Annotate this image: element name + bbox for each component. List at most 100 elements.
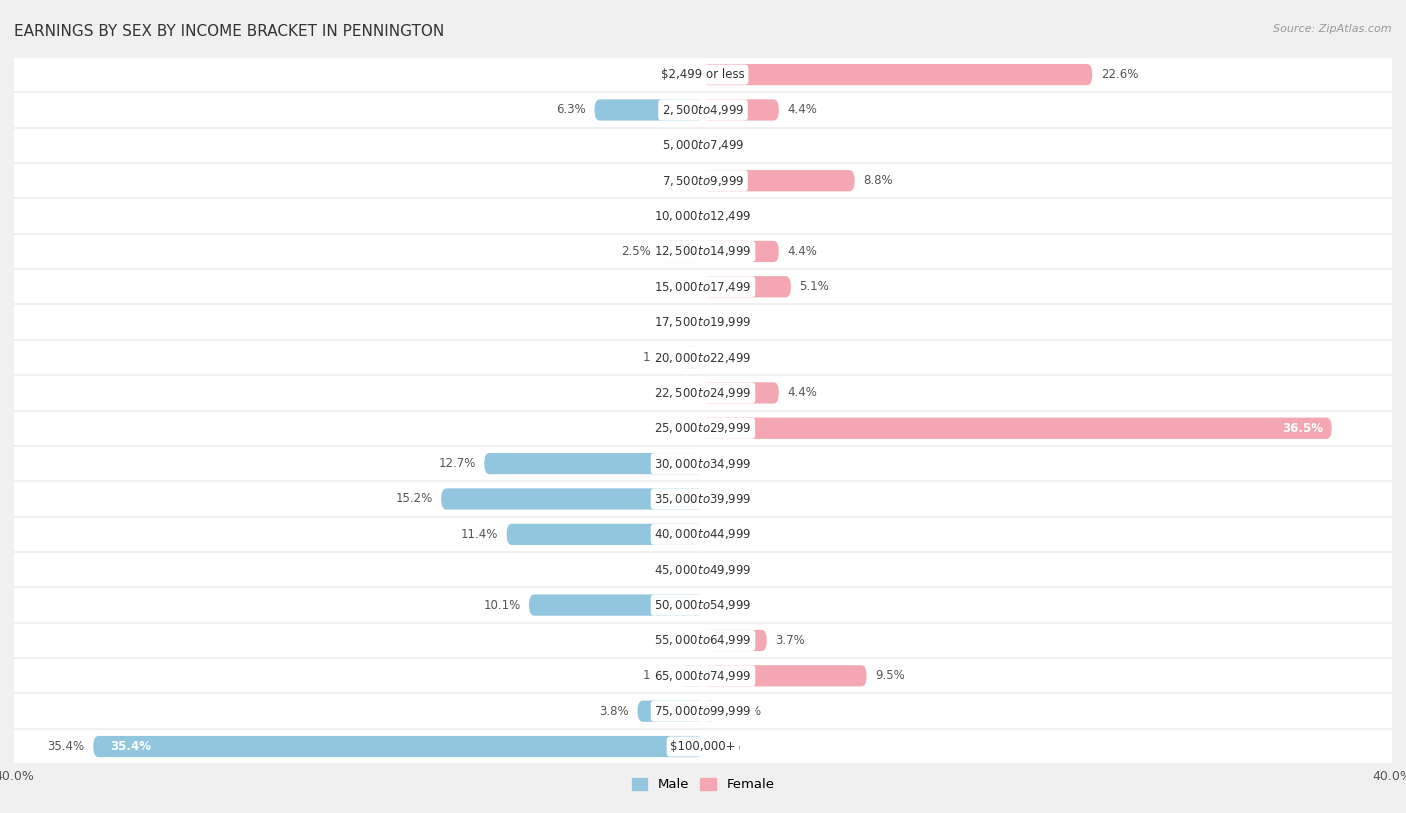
FancyBboxPatch shape [703,701,716,722]
Text: 0.0%: 0.0% [711,563,741,576]
Text: Source: ZipAtlas.com: Source: ZipAtlas.com [1274,24,1392,34]
Text: 0.73%: 0.73% [724,705,761,718]
Text: $55,000 to $64,999: $55,000 to $64,999 [654,633,752,647]
Text: $100,000+: $100,000+ [671,740,735,753]
Text: 4.4%: 4.4% [787,386,817,399]
FancyBboxPatch shape [14,481,1392,517]
FancyBboxPatch shape [14,587,1392,623]
Text: 1.3%: 1.3% [643,351,672,364]
FancyBboxPatch shape [14,340,1392,375]
FancyBboxPatch shape [703,665,866,686]
Text: $65,000 to $74,999: $65,000 to $74,999 [654,669,752,683]
Text: $35,000 to $39,999: $35,000 to $39,999 [654,492,752,506]
FancyBboxPatch shape [529,594,703,615]
Text: $30,000 to $34,999: $30,000 to $34,999 [654,457,752,471]
Text: $2,500 to $4,999: $2,500 to $4,999 [662,103,744,117]
Text: 6.3%: 6.3% [557,103,586,116]
Text: 0.0%: 0.0% [665,386,695,399]
FancyBboxPatch shape [703,418,1331,439]
Text: $75,000 to $99,999: $75,000 to $99,999 [654,704,752,718]
Text: $5,000 to $7,499: $5,000 to $7,499 [662,138,744,152]
Text: 3.8%: 3.8% [599,705,628,718]
Text: $12,500 to $14,999: $12,500 to $14,999 [654,245,752,259]
Text: 0.0%: 0.0% [665,174,695,187]
Text: 0.0%: 0.0% [711,315,741,328]
FancyBboxPatch shape [14,269,1392,304]
FancyBboxPatch shape [14,198,1392,233]
Text: $50,000 to $54,999: $50,000 to $54,999 [654,598,752,612]
Text: 0.0%: 0.0% [665,280,695,293]
Text: $20,000 to $22,499: $20,000 to $22,499 [654,350,752,364]
Text: 0.0%: 0.0% [711,740,741,753]
FancyBboxPatch shape [681,665,703,686]
Text: 4.4%: 4.4% [787,103,817,116]
Text: $22,500 to $24,999: $22,500 to $24,999 [654,386,752,400]
Text: 35.4%: 35.4% [48,740,84,753]
Text: 12.7%: 12.7% [439,457,475,470]
Text: $45,000 to $49,999: $45,000 to $49,999 [654,563,752,576]
FancyBboxPatch shape [703,276,790,298]
Text: 0.0%: 0.0% [665,563,695,576]
FancyBboxPatch shape [637,701,703,722]
FancyBboxPatch shape [659,241,703,262]
FancyBboxPatch shape [14,729,1392,764]
Text: 35.4%: 35.4% [111,740,152,753]
Text: $17,500 to $19,999: $17,500 to $19,999 [654,315,752,329]
FancyBboxPatch shape [703,99,779,120]
FancyBboxPatch shape [506,524,703,545]
FancyBboxPatch shape [14,163,1392,198]
FancyBboxPatch shape [14,659,1392,693]
Text: 11.4%: 11.4% [461,528,498,541]
FancyBboxPatch shape [703,64,1092,85]
FancyBboxPatch shape [14,233,1392,269]
FancyBboxPatch shape [14,446,1392,481]
FancyBboxPatch shape [14,552,1392,587]
FancyBboxPatch shape [14,411,1392,446]
Text: 0.0%: 0.0% [711,351,741,364]
Text: EARNINGS BY SEX BY INCOME BRACKET IN PENNINGTON: EARNINGS BY SEX BY INCOME BRACKET IN PEN… [14,24,444,39]
Text: 0.0%: 0.0% [665,422,695,435]
FancyBboxPatch shape [93,736,703,757]
FancyBboxPatch shape [14,517,1392,552]
FancyBboxPatch shape [703,630,766,651]
FancyBboxPatch shape [14,623,1392,659]
Text: 0.0%: 0.0% [665,634,695,647]
Text: 10.1%: 10.1% [484,598,520,611]
Text: $25,000 to $29,999: $25,000 to $29,999 [654,421,752,435]
Text: $7,500 to $9,999: $7,500 to $9,999 [662,174,744,188]
Text: 0.0%: 0.0% [711,493,741,506]
FancyBboxPatch shape [14,128,1392,163]
Text: 0.0%: 0.0% [665,210,695,223]
FancyBboxPatch shape [14,693,1392,729]
Text: 0.0%: 0.0% [665,68,695,81]
FancyBboxPatch shape [681,347,703,368]
Text: 2.5%: 2.5% [621,245,651,258]
FancyBboxPatch shape [703,241,779,262]
Text: 5.1%: 5.1% [800,280,830,293]
Legend: Male, Female: Male, Female [626,772,780,797]
Text: 0.0%: 0.0% [711,210,741,223]
Text: 8.8%: 8.8% [863,174,893,187]
FancyBboxPatch shape [14,57,1392,92]
Text: 0.0%: 0.0% [665,139,695,152]
Text: 9.5%: 9.5% [875,669,905,682]
Text: 36.5%: 36.5% [1282,422,1323,435]
Text: $15,000 to $17,499: $15,000 to $17,499 [654,280,752,293]
FancyBboxPatch shape [14,375,1392,411]
Text: $2,499 or less: $2,499 or less [661,68,745,81]
Text: 0.0%: 0.0% [711,598,741,611]
FancyBboxPatch shape [595,99,703,120]
Text: 4.4%: 4.4% [787,245,817,258]
Text: 0.0%: 0.0% [665,315,695,328]
Text: 0.0%: 0.0% [711,139,741,152]
Text: 15.2%: 15.2% [395,493,433,506]
FancyBboxPatch shape [14,304,1392,340]
Text: 22.6%: 22.6% [1101,68,1139,81]
FancyBboxPatch shape [703,382,779,403]
Text: $10,000 to $12,499: $10,000 to $12,499 [654,209,752,223]
FancyBboxPatch shape [484,453,703,474]
Text: 1.3%: 1.3% [643,669,672,682]
FancyBboxPatch shape [703,170,855,191]
Text: 0.0%: 0.0% [711,457,741,470]
Text: 3.7%: 3.7% [775,634,806,647]
